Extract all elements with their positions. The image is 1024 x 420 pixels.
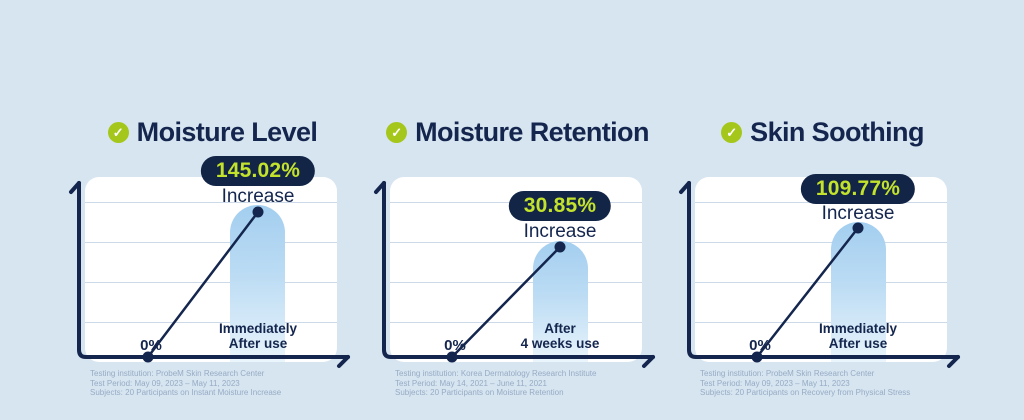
footnote-block: Testing institution: ProbeM Skin Researc… xyxy=(90,369,281,398)
footnote-period: Test Period: May 14, 2021 – June 11, 202… xyxy=(395,378,547,388)
footnote-block: Testing institution: Korea Dermatology R… xyxy=(395,369,596,398)
increase-caption: Increase xyxy=(821,203,895,224)
end-label: After 4 weeks use xyxy=(521,321,600,351)
value-badge: 109.77% xyxy=(800,174,916,204)
gridline xyxy=(695,242,947,243)
end-label-line-1: After xyxy=(544,321,576,336)
gridline xyxy=(390,322,642,323)
footnote-period: Test Period: May 09, 2023 – May 11, 2023 xyxy=(90,378,240,388)
increase-caption: Increase xyxy=(221,186,295,207)
gridline xyxy=(390,282,642,283)
value-badge: 145.02% xyxy=(200,156,316,186)
panel-title: Moisture Retention xyxy=(415,117,649,147)
gridline xyxy=(695,282,947,283)
footnote-institution: Testing institution: ProbeM Skin Researc… xyxy=(90,369,265,378)
end-label-line-2: After use xyxy=(228,336,288,351)
gridline xyxy=(85,202,337,203)
gridline xyxy=(390,242,642,243)
footnote-institution: Testing institution: ProbeM Skin Researc… xyxy=(700,369,875,378)
end-label-line-1: Immediately xyxy=(218,321,298,336)
panel-title-row: ✓ Skin Soothing xyxy=(670,117,975,148)
footnote-subjects: Subjects: 20 Participants on Moisture Re… xyxy=(395,388,564,398)
value-badge-text: 30.85% xyxy=(523,194,597,217)
panel-title-row: ✓ Moisture Retention xyxy=(365,117,670,148)
value-badge-text: 109.77% xyxy=(815,177,901,200)
panel-title-row: ✓ Moisture Level xyxy=(60,117,365,148)
check-icon: ✓ xyxy=(721,122,743,143)
zero-label: 0% xyxy=(749,337,771,354)
panel-skin-soothing: ✓ Skin Soothing 109.77% Increase 0% Imme… xyxy=(670,0,975,420)
value-badge-text: 145.02% xyxy=(215,159,301,182)
gridline xyxy=(85,282,337,283)
footnote-period: Test Period: May 09, 2023 – May 11, 2023 xyxy=(700,378,850,388)
check-icon: ✓ xyxy=(107,122,129,143)
gridline xyxy=(85,322,337,323)
chart-card xyxy=(85,177,337,362)
end-label-line-1: Immediately xyxy=(818,321,898,336)
footnote-block: Testing institution: ProbeM Skin Researc… xyxy=(700,369,910,398)
footnote-subjects: Subjects: 20 Participants on Instant Moi… xyxy=(90,388,282,398)
footnote-subjects: Subjects: 20 Participants on Recovery fr… xyxy=(700,388,911,398)
zero-label: 0% xyxy=(140,337,162,354)
end-label: Immediately After use xyxy=(819,321,897,351)
panel-title: Moisture Level xyxy=(136,117,318,147)
end-label-line-2: 4 weeks use xyxy=(520,336,600,351)
panel-moisture-retention: ✓ Moisture Retention 30.85% Increase 0% … xyxy=(365,0,670,420)
gridline xyxy=(85,242,337,243)
end-label-line-2: After use xyxy=(828,336,888,351)
footnote-institution: Testing institution: Korea Dermatology R… xyxy=(395,369,597,378)
panel-title: Skin Soothing xyxy=(750,117,924,147)
check-icon: ✓ xyxy=(386,122,408,143)
panel-moisture-level: ✓ Moisture Level 145.02% Increase 0% Imm… xyxy=(60,0,365,420)
end-label: Immediately After use xyxy=(219,321,297,351)
value-badge: 30.85% xyxy=(508,191,612,221)
zero-label: 0% xyxy=(444,337,466,354)
increase-caption: Increase xyxy=(523,221,597,242)
